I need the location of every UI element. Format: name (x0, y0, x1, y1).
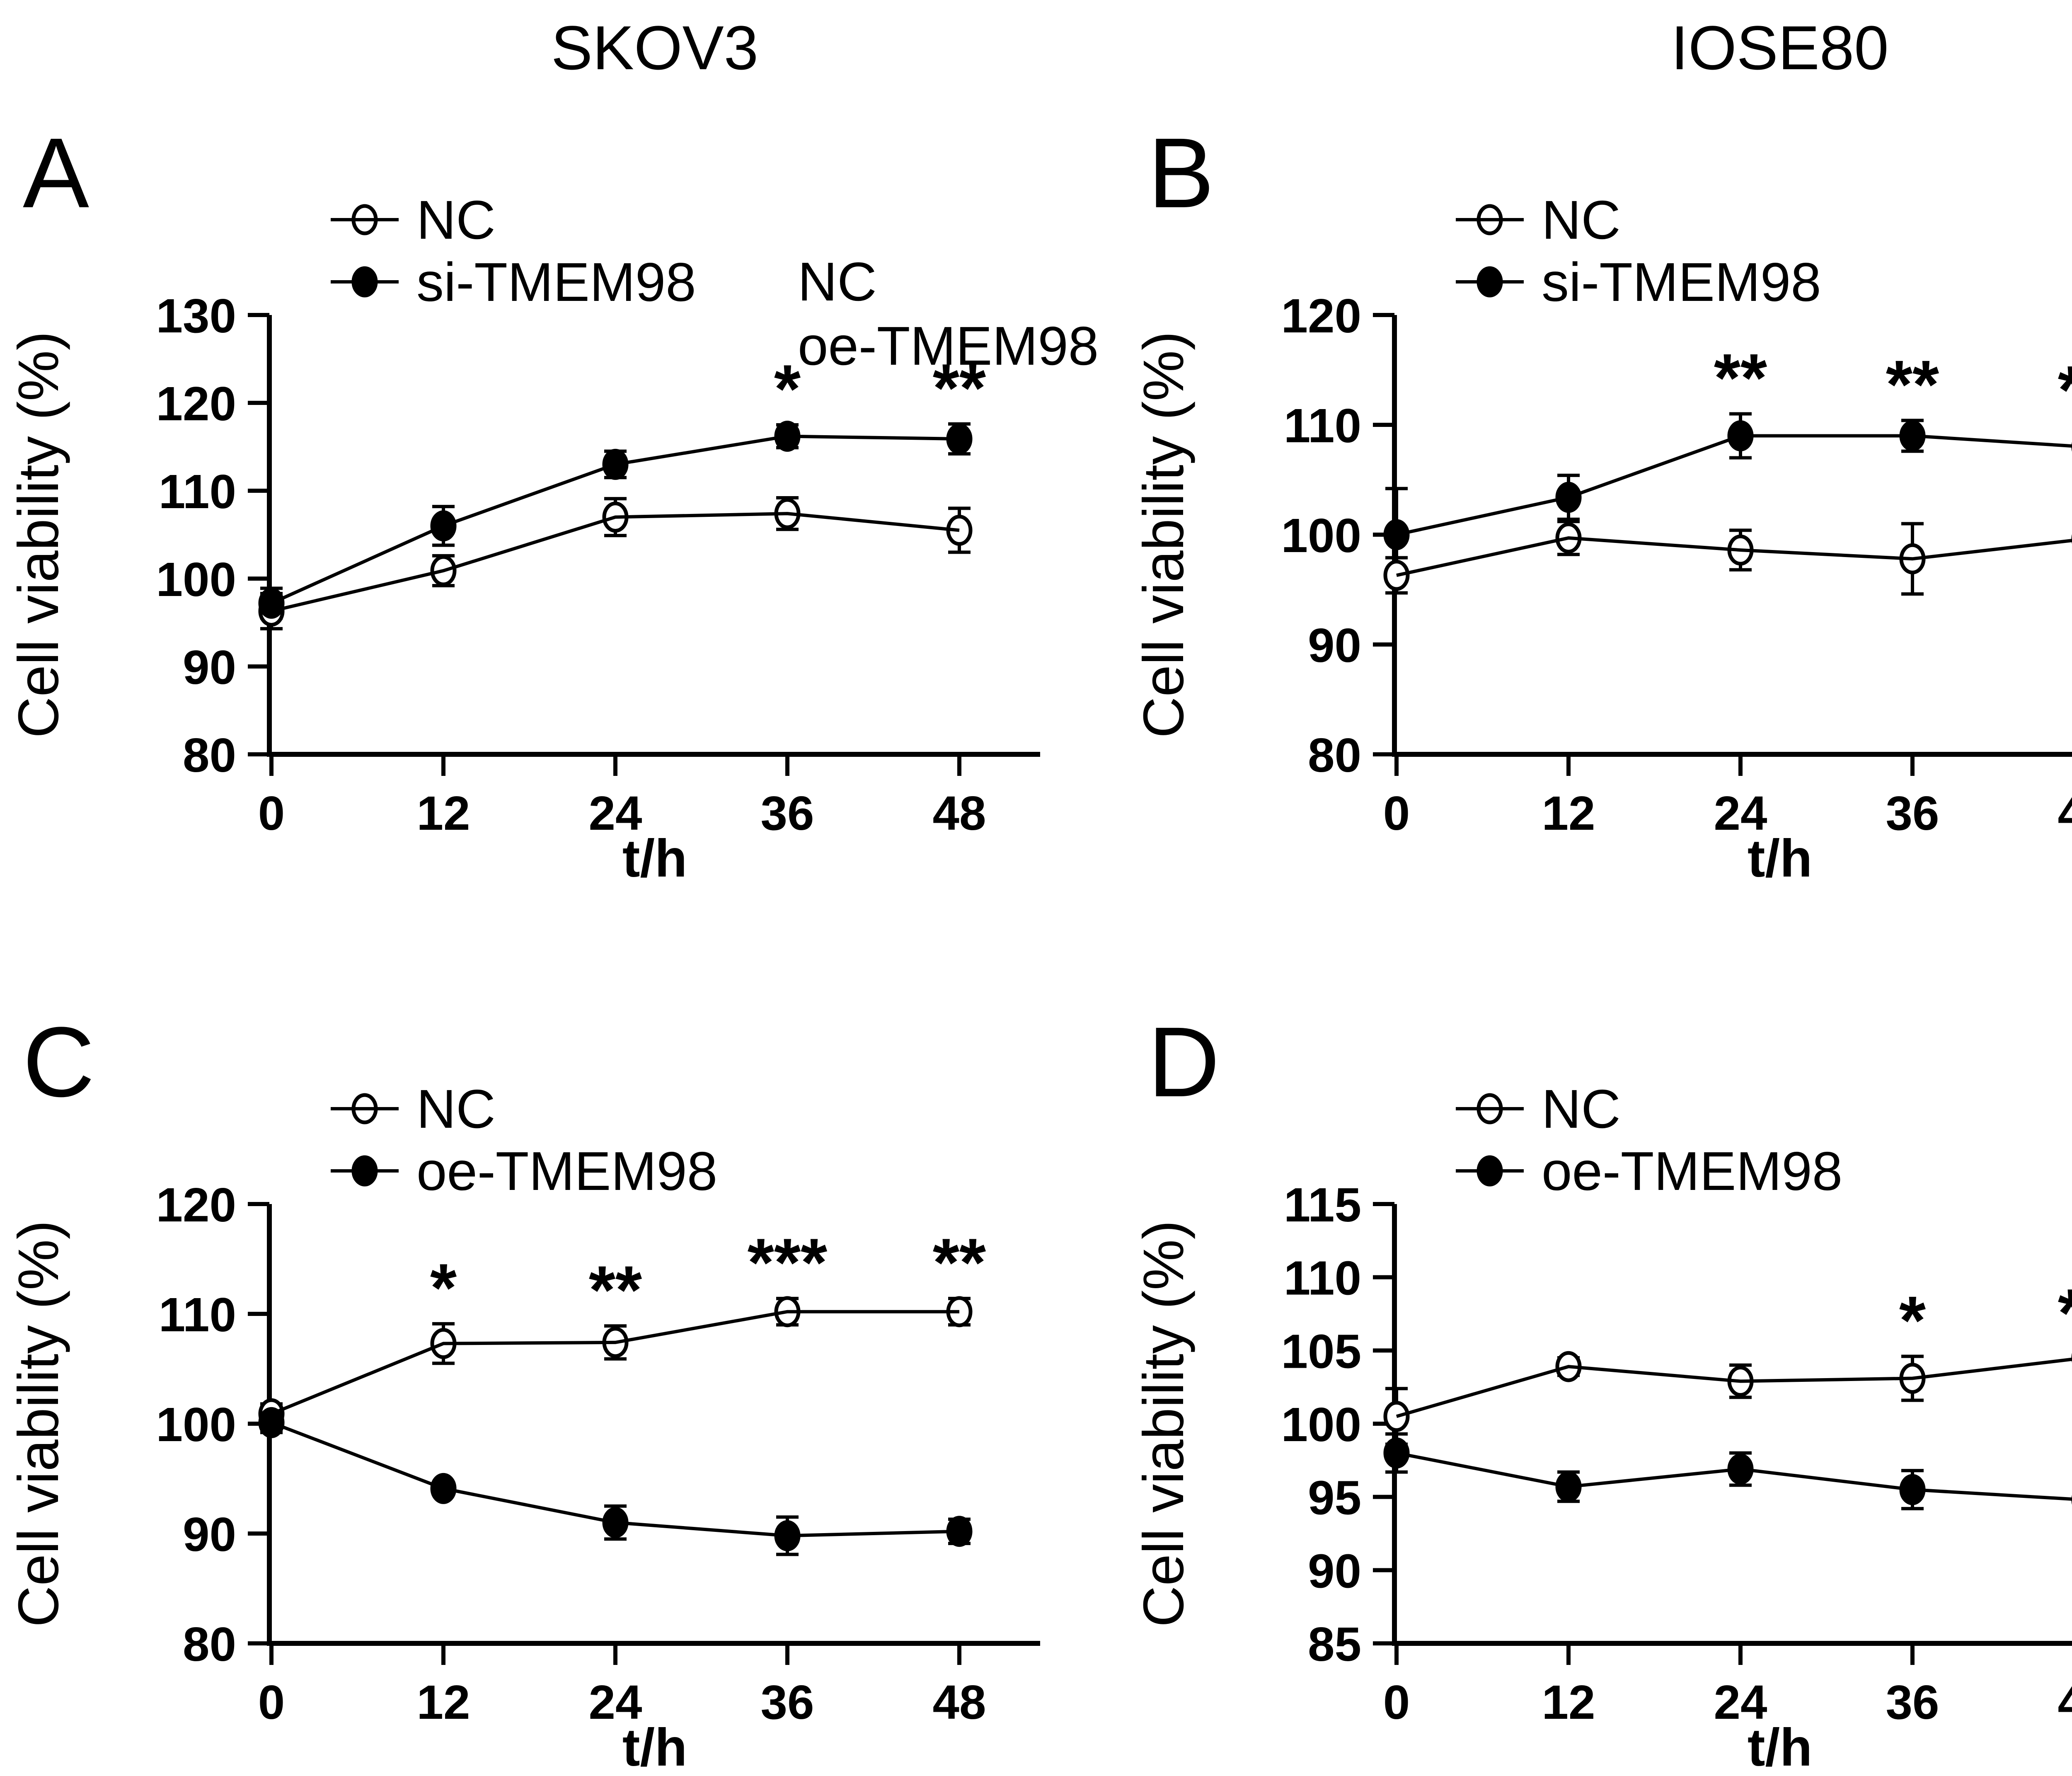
x-tick-label: 0 (1383, 786, 1410, 840)
significance-star: ** (2058, 352, 2072, 428)
x-tick-label: 48 (932, 1675, 986, 1729)
series-line (271, 434, 960, 605)
significance-star: ** (1714, 340, 1767, 416)
series-line (1396, 1451, 2072, 1501)
panel-C-chart: C 80 90 100 110 120 0 12 24 36 48 Cell viability (%… (7, 1006, 1040, 1776)
panel-D-chart: D 85 90 95 100 105 110 115 0 12 24 36 48 Cell viabili… (1132, 1006, 2072, 1776)
y-tick-label: 80 (1308, 728, 1361, 782)
panel-B: B 80 90 100 110 120 0 12 24 36 48 Cell viability (%… (1125, 83, 2072, 888)
panel-label: B (1148, 117, 1214, 228)
y-tick-label: 115 (1284, 1178, 1361, 1232)
y-tick-label: 100 (156, 552, 236, 606)
x-tick-label: 12 (416, 1675, 470, 1729)
x-tick-label: 0 (258, 786, 285, 840)
significance-star: ** (933, 350, 986, 426)
y-axis-title: Cell viability (%) (1132, 1220, 1196, 1627)
data-point-open (1383, 1400, 1410, 1432)
y-tick-label: 95 (1308, 1471, 1361, 1525)
y-tick-label: 130 (156, 289, 236, 343)
x-axis-title: t/h (1748, 1718, 1812, 1776)
panel-B-chart: B 80 90 100 110 120 0 12 24 36 48 Cell viability (%… (1132, 117, 2072, 888)
panel-label: A (23, 117, 89, 228)
x-tick-label: 36 (760, 1675, 814, 1729)
x-tick-label: 0 (1383, 1675, 1410, 1729)
legend-label: oe-TMEM98 (1542, 1141, 1842, 1202)
y-axis-title: Cell viability (%) (7, 1220, 70, 1627)
significance-star: ** (1886, 346, 1939, 422)
extra-legend-text: oe-TMEM98 (798, 315, 1099, 376)
series-line (1396, 1357, 2072, 1418)
legend-label: oe-TMEM98 (416, 1141, 717, 1202)
x-tick-label: 24 (1714, 1675, 1767, 1729)
y-tick-label: 120 (1281, 289, 1361, 343)
y-tick-label: 105 (1281, 1324, 1361, 1378)
x-tick-label: 24 (588, 1675, 642, 1729)
legend-label: NC (1542, 189, 1621, 250)
y-tick-label: 90 (1308, 618, 1361, 672)
legend-label: NC (416, 189, 496, 250)
y-tick-label: 110 (1284, 399, 1361, 453)
x-tick-label: 36 (1886, 1675, 1939, 1729)
y-tick-label: 80 (183, 728, 236, 782)
y-tick-label: 120 (156, 377, 236, 431)
series-line (271, 512, 960, 613)
y-tick-label: 110 (1284, 1251, 1361, 1305)
column-title-iose80: IOSE80 (1671, 13, 1889, 82)
x-axis-title: t/h (1748, 829, 1812, 887)
y-tick-label: 110 (159, 1288, 236, 1342)
y-tick-label: 90 (183, 1507, 236, 1561)
significance-star: * (430, 1250, 457, 1326)
x-tick-label: 12 (416, 786, 470, 840)
significance-star: ** (2058, 1275, 2072, 1351)
panel-A-chart: A 80 90 100 110 120 130 0 12 24 36 48 Cell viability… (7, 117, 1099, 888)
significance-star: *** (748, 1224, 828, 1301)
legend-label: si-TMEM98 (416, 252, 696, 313)
panel-A: A 80 90 100 110 120 130 0 12 24 36 48 Cell viability… (0, 83, 1125, 888)
extra-legend-text: NC (798, 251, 877, 312)
legend-label: NC (416, 1078, 496, 1139)
y-tick-label: 80 (183, 1617, 236, 1671)
significance-star: * (774, 351, 801, 427)
y-tick-label: 90 (183, 640, 236, 694)
x-tick-label: 12 (1542, 786, 1595, 840)
x-tick-label: 48 (932, 786, 986, 840)
x-axis-title: t/h (622, 1718, 687, 1776)
panel-D: D 85 90 95 100 105 110 115 0 12 24 36 48 Cell viabili… (1125, 972, 2072, 1776)
x-tick-label: 48 (2057, 786, 2072, 840)
panel-label: D (1148, 1006, 1220, 1117)
x-tick-label: 36 (1886, 786, 1939, 840)
y-tick-label: 120 (156, 1178, 236, 1232)
y-tick-label: 100 (156, 1398, 236, 1451)
y-tick-label: 90 (1308, 1544, 1361, 1598)
x-axis-title: t/h (622, 829, 687, 887)
x-tick-label: 24 (588, 786, 642, 840)
y-tick-label: 100 (1281, 509, 1361, 562)
series-line (271, 1421, 960, 1538)
panel-C: C 80 90 100 110 120 0 12 24 36 48 Cell viability (%… (0, 972, 1125, 1776)
y-tick-label: 110 (159, 465, 236, 519)
x-tick-label: 12 (1542, 1675, 1595, 1729)
series-line (271, 1310, 959, 1415)
y-axis-title: Cell viability (%) (7, 331, 70, 738)
legend-label: NC (1542, 1078, 1621, 1139)
column-title-skov3: SKOV3 (551, 13, 759, 82)
data-point-filled (1383, 1437, 1410, 1469)
y-tick-label: 100 (1281, 1398, 1361, 1451)
x-tick-label: 0 (258, 1675, 285, 1729)
series-line (1396, 434, 2072, 536)
significance-star: * (1899, 1282, 1926, 1358)
y-tick-label: 85 (1308, 1617, 1361, 1671)
x-tick-label: 48 (2057, 1675, 2072, 1729)
y-axis-title: Cell viability (%) (1132, 331, 1196, 738)
significance-star: ** (589, 1252, 642, 1328)
legend-label: si-TMEM98 (1542, 252, 1821, 313)
panel-label: C (23, 1006, 94, 1117)
significance-star: ** (933, 1224, 986, 1301)
x-tick-label: 36 (760, 786, 814, 840)
series-line (1396, 536, 2072, 577)
x-tick-label: 24 (1714, 786, 1767, 840)
